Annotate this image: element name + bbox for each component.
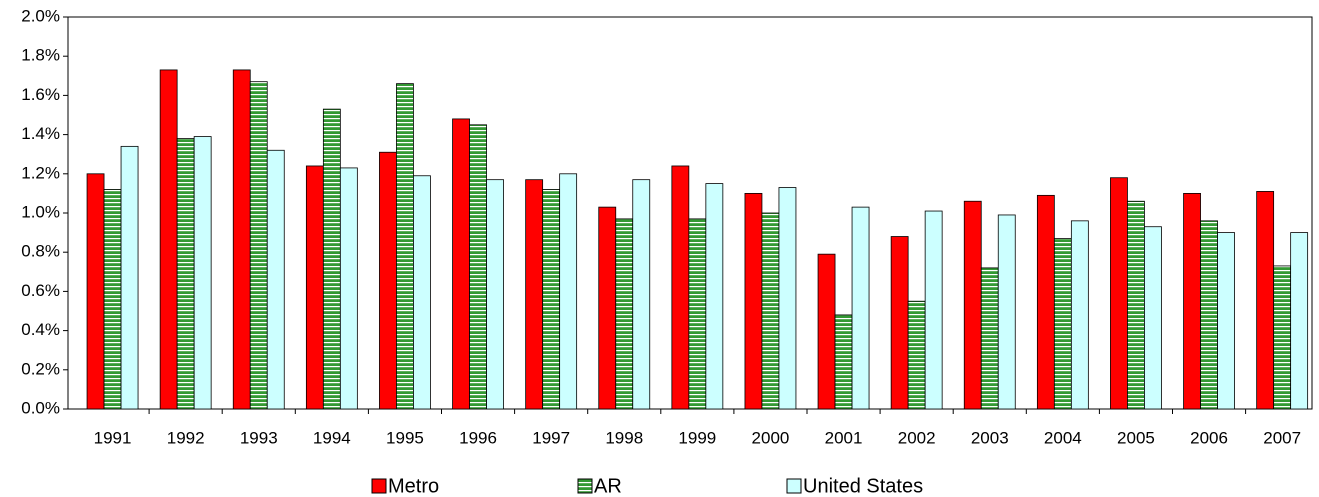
bar [249,81,268,410]
y-tick-label: 1.4% [21,124,60,143]
legend-label: AR [594,475,622,497]
y-tick-label: 2.0% [21,6,60,25]
bar [486,179,504,410]
bar [1144,226,1162,410]
x-tick-label: 2007 [1263,428,1301,447]
y-tick-label: 0.4% [21,320,60,339]
x-tick-label: 1991 [94,428,132,447]
x-tick-label: 2001 [825,428,863,447]
x-tick-label: 1992 [167,428,205,447]
bar [396,83,414,410]
bar [1256,191,1275,410]
y-tick-label: 1.0% [21,202,60,221]
bar [671,165,690,410]
bar [86,173,105,410]
x-tick-label: 1998 [605,428,643,447]
x-tick-label: 2002 [898,428,936,447]
bar [598,206,617,410]
bar [232,69,251,410]
y-tick-label: 1.6% [21,85,60,104]
bar [761,212,780,410]
bar [778,187,797,410]
x-tick-label: 1999 [678,428,716,447]
y-tick-label: 0.2% [21,359,60,378]
bar [924,210,943,410]
bar [980,267,999,410]
bar [1290,232,1309,410]
bar [266,149,285,410]
x-tick-label: 2006 [1190,428,1228,447]
bar [1127,200,1145,410]
bar [890,236,909,410]
legend-label: United States [803,475,923,497]
y-tick-label: 0.8% [21,242,60,261]
bar [1217,232,1235,410]
bar [305,165,324,410]
y-tick-label: 1.2% [21,163,60,182]
bar [817,253,836,410]
bar [413,175,431,410]
x-tick-label: 1997 [532,428,570,447]
bar [542,189,561,410]
bar [159,69,178,410]
bar [851,206,870,410]
bar [339,167,358,410]
bar [103,189,122,410]
legend-swatch [786,478,802,494]
bar [322,108,341,410]
bar [963,200,982,410]
bar [1183,192,1201,410]
bar [193,136,212,410]
bar [1053,238,1072,410]
x-tick-label: 2005 [1117,428,1155,447]
bar [379,151,397,410]
bar [176,138,195,410]
y-tick-label: 0.0% [21,398,60,417]
bar [615,218,634,410]
legend-swatch [371,478,387,494]
x-tick-label: 2000 [752,428,790,447]
bar [1273,265,1292,410]
bar [1070,220,1089,410]
bar [632,179,651,410]
bar [469,124,487,410]
bar [1036,194,1055,410]
x-tick-label: 1993 [240,428,278,447]
bar [834,314,853,410]
bar [1110,177,1128,410]
bar [1200,220,1218,410]
x-tick-label: 2004 [1044,428,1082,447]
bar [705,183,724,410]
bar [907,300,926,410]
legend-swatch [577,478,593,494]
legend-label: Metro [388,475,439,497]
x-tick-label: 1996 [459,428,497,447]
bar [997,214,1016,410]
y-tick-label: 1.8% [21,46,60,65]
x-tick-label: 2003 [971,428,1009,447]
x-tick-label: 1994 [313,428,351,447]
y-tick-label: 0.6% [21,281,60,300]
bar [120,145,139,410]
bar [744,192,763,410]
x-tick-label: 1995 [386,428,424,447]
bar [525,179,544,410]
bar [559,173,578,410]
bar [452,118,470,410]
bar [688,218,707,410]
